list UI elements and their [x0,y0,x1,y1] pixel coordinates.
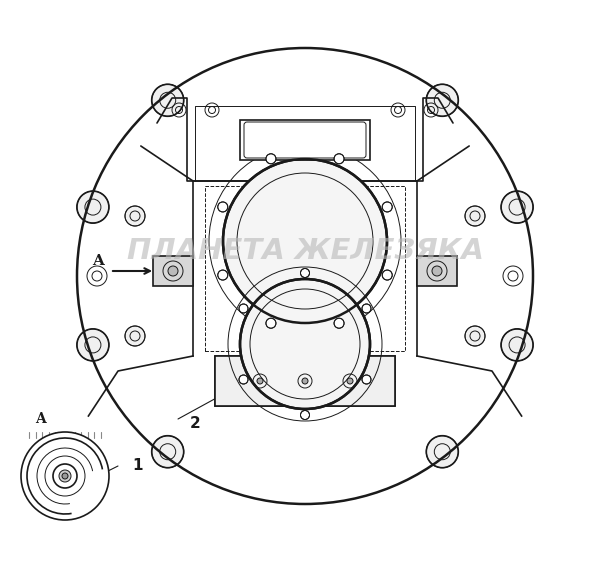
Circle shape [465,326,485,346]
Circle shape [77,329,109,361]
Circle shape [465,206,485,226]
Circle shape [347,378,353,384]
Circle shape [168,266,178,276]
Circle shape [302,378,308,384]
Circle shape [257,378,263,384]
Circle shape [301,411,310,420]
Circle shape [382,270,392,280]
Circle shape [432,266,442,276]
Circle shape [266,318,276,328]
Bar [215,356,395,406]
Circle shape [152,436,184,468]
Circle shape [125,326,145,346]
Circle shape [362,375,371,384]
Circle shape [426,436,458,468]
Circle shape [239,375,248,384]
Circle shape [239,304,248,313]
Circle shape [240,279,370,409]
Circle shape [301,268,310,278]
Circle shape [218,202,228,212]
Circle shape [501,191,533,223]
Bar [417,256,457,286]
Circle shape [67,38,543,514]
Bar [240,120,370,160]
Circle shape [426,85,458,116]
Text: A: A [92,254,104,268]
Circle shape [382,202,392,212]
Circle shape [266,154,276,164]
Text: ПЛАНЕТА ЖЕЛЕЗЯКА: ПЛАНЕТА ЖЕЛЕЗЯКА [127,237,484,265]
Text: 2: 2 [190,416,200,431]
Circle shape [334,154,344,164]
Circle shape [334,318,344,328]
Circle shape [152,85,184,116]
Circle shape [21,432,109,520]
Bar [153,256,193,286]
Circle shape [501,329,533,361]
Circle shape [362,304,371,313]
Circle shape [218,270,228,280]
Circle shape [77,191,109,223]
Circle shape [59,470,71,482]
Circle shape [223,159,387,323]
Text: 1: 1 [133,459,143,473]
Circle shape [125,206,145,226]
Circle shape [62,473,68,479]
Text: A: A [35,412,46,426]
